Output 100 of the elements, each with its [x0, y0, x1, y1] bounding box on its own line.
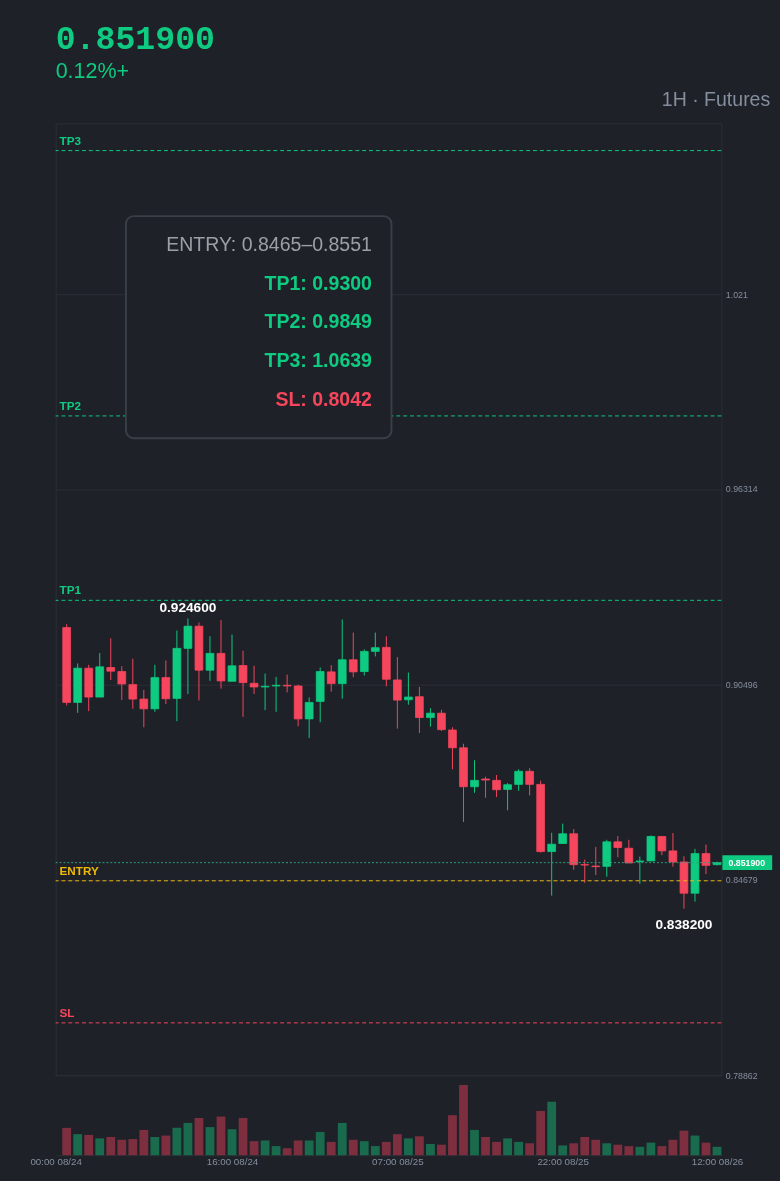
candlestick — [227, 634, 237, 682]
bar — [161, 1135, 171, 1156]
annotation: TP3: 1.0639 — [264, 348, 373, 371]
candlestick — [470, 759, 479, 794]
candlestick — [426, 707, 435, 728]
bar — [293, 1140, 303, 1156]
candlestick — [128, 658, 138, 710]
y-tick-label: 0.90496 — [725, 679, 758, 690]
candlestick — [525, 767, 534, 796]
candlestick — [117, 665, 127, 701]
bar — [172, 1127, 182, 1156]
bar — [536, 1110, 546, 1156]
bar — [613, 1144, 623, 1156]
candlestick — [359, 648, 369, 677]
bar — [227, 1129, 237, 1156]
annotation: ENTRY: 0.8465–0.8551 — [166, 233, 372, 256]
bar — [205, 1127, 215, 1156]
bar — [635, 1146, 645, 1156]
candlestick — [591, 846, 601, 876]
bar — [547, 1101, 557, 1156]
ref-line-label: SL — [59, 1006, 75, 1020]
text: 1H · Futures — [661, 87, 771, 110]
bar — [381, 1141, 391, 1156]
candlestick — [701, 844, 711, 875]
bar — [359, 1141, 369, 1156]
annotation: TP2: 0.9849 — [264, 310, 373, 333]
candlestick — [514, 768, 523, 792]
bar — [260, 1140, 270, 1156]
annotation: TP1: 0.9300 — [264, 271, 373, 294]
candlestick — [304, 696, 314, 739]
ref-line-label: 0.851900 — [728, 857, 766, 868]
bar — [591, 1139, 601, 1156]
candlestick — [635, 856, 645, 885]
candlestick — [348, 632, 358, 678]
candlestick — [657, 835, 667, 856]
candlestick — [282, 674, 292, 693]
ref-line-label: ENTRY — [59, 863, 99, 877]
candlestick — [558, 823, 567, 845]
candlestick — [337, 618, 347, 700]
bar — [62, 1127, 72, 1156]
candlestick — [371, 632, 380, 657]
bar — [426, 1144, 435, 1156]
candlestick — [503, 782, 512, 811]
bar — [139, 1129, 149, 1156]
x-tick-label: 07:00 08/25 — [372, 1156, 425, 1168]
bar — [106, 1136, 116, 1156]
bar — [249, 1141, 259, 1156]
bar — [282, 1148, 292, 1156]
bar — [525, 1143, 535, 1156]
candlestick — [448, 726, 457, 770]
x-tick-label: 16:00 08/24 — [206, 1156, 259, 1168]
bar — [481, 1136, 490, 1156]
bar — [646, 1142, 656, 1156]
bar — [271, 1146, 281, 1156]
bar — [348, 1139, 358, 1156]
candlestick — [205, 635, 215, 682]
candlestick — [249, 665, 259, 695]
candlestick — [492, 774, 501, 798]
y-tick-label: 0.78862 — [725, 1070, 758, 1081]
bar — [514, 1141, 523, 1156]
bar — [73, 1134, 83, 1156]
bar — [183, 1122, 193, 1156]
x-tick-label: 12:00 08/26 — [691, 1156, 744, 1168]
bar — [437, 1144, 446, 1156]
candlestick — [271, 676, 281, 713]
candlestick — [326, 664, 336, 693]
candlestick — [415, 686, 424, 734]
bar — [657, 1146, 667, 1156]
bar — [624, 1146, 634, 1156]
candlestick — [393, 656, 402, 730]
bar — [117, 1139, 127, 1156]
bar — [580, 1136, 590, 1156]
chart-title: 0.851900 — [55, 20, 215, 59]
bar — [492, 1141, 501, 1156]
bar — [602, 1143, 612, 1156]
annotation: SL: 0.8042 — [275, 387, 373, 410]
bar — [326, 1141, 336, 1156]
bar — [84, 1134, 94, 1156]
bar — [238, 1117, 248, 1156]
candlestick — [183, 617, 193, 695]
x-tick-label: 22:00 08/25 — [537, 1156, 590, 1168]
bar — [569, 1143, 579, 1156]
candlestick — [547, 832, 556, 897]
ref-line-label: TP2 — [59, 399, 82, 413]
bar — [392, 1134, 402, 1156]
candlestick — [238, 650, 248, 718]
bar — [315, 1132, 325, 1156]
bar — [337, 1122, 347, 1156]
bar — [194, 1117, 204, 1156]
chart-subtitle: 0.12%+ — [55, 58, 130, 83]
candlestick — [260, 673, 270, 711]
candlestick — [481, 776, 490, 799]
annotation: 0.838200 — [655, 917, 713, 933]
ref-line-label: TP1 — [59, 583, 82, 597]
bar — [448, 1115, 457, 1156]
x-tick-label: 00:00 08/24 — [30, 1156, 83, 1168]
candlestick — [106, 637, 116, 681]
candlestick — [580, 859, 590, 884]
bar — [459, 1084, 468, 1156]
bar — [470, 1129, 479, 1156]
